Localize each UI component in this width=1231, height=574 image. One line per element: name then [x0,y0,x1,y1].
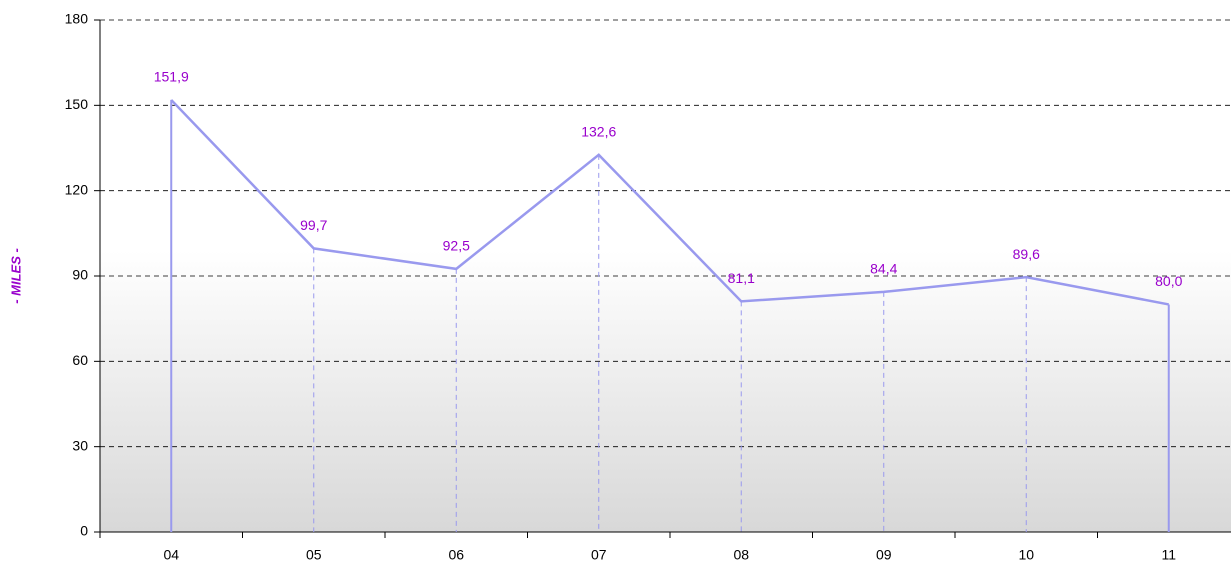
x-tick-label: 09 [876,547,892,563]
line [170,99,1169,306]
y-tick-label: 90 [72,267,88,283]
x-tick-label: 11 [1161,547,1176,563]
value-label: 151,9 [154,69,189,85]
x-tick-label: 10 [1018,547,1034,563]
value-label: 89,6 [1013,246,1040,262]
y-axis-label: - MILES - [8,248,23,304]
y-tick-label: 0 [80,523,88,539]
value-label: 81,1 [728,270,755,286]
x-tick-label: 08 [733,547,749,563]
plot-background [100,20,1231,532]
y-tick-label: 180 [65,11,89,27]
x-tick-label: 04 [163,547,179,563]
value-label: 132,6 [581,124,616,140]
y-tick-label: 150 [65,96,89,112]
y-tick-label: 30 [72,437,88,453]
value-label: 80,0 [1155,273,1182,289]
x-tick-label: 07 [591,547,607,563]
y-tick-label: 60 [72,352,88,368]
value-label: 92,5 [443,238,470,254]
value-label: 99,7 [300,217,327,233]
x-tick-label: 05 [306,547,322,563]
y-tick-label: 120 [65,181,89,197]
value-label: 84,4 [870,261,897,277]
x-tick-label: 06 [448,547,464,563]
